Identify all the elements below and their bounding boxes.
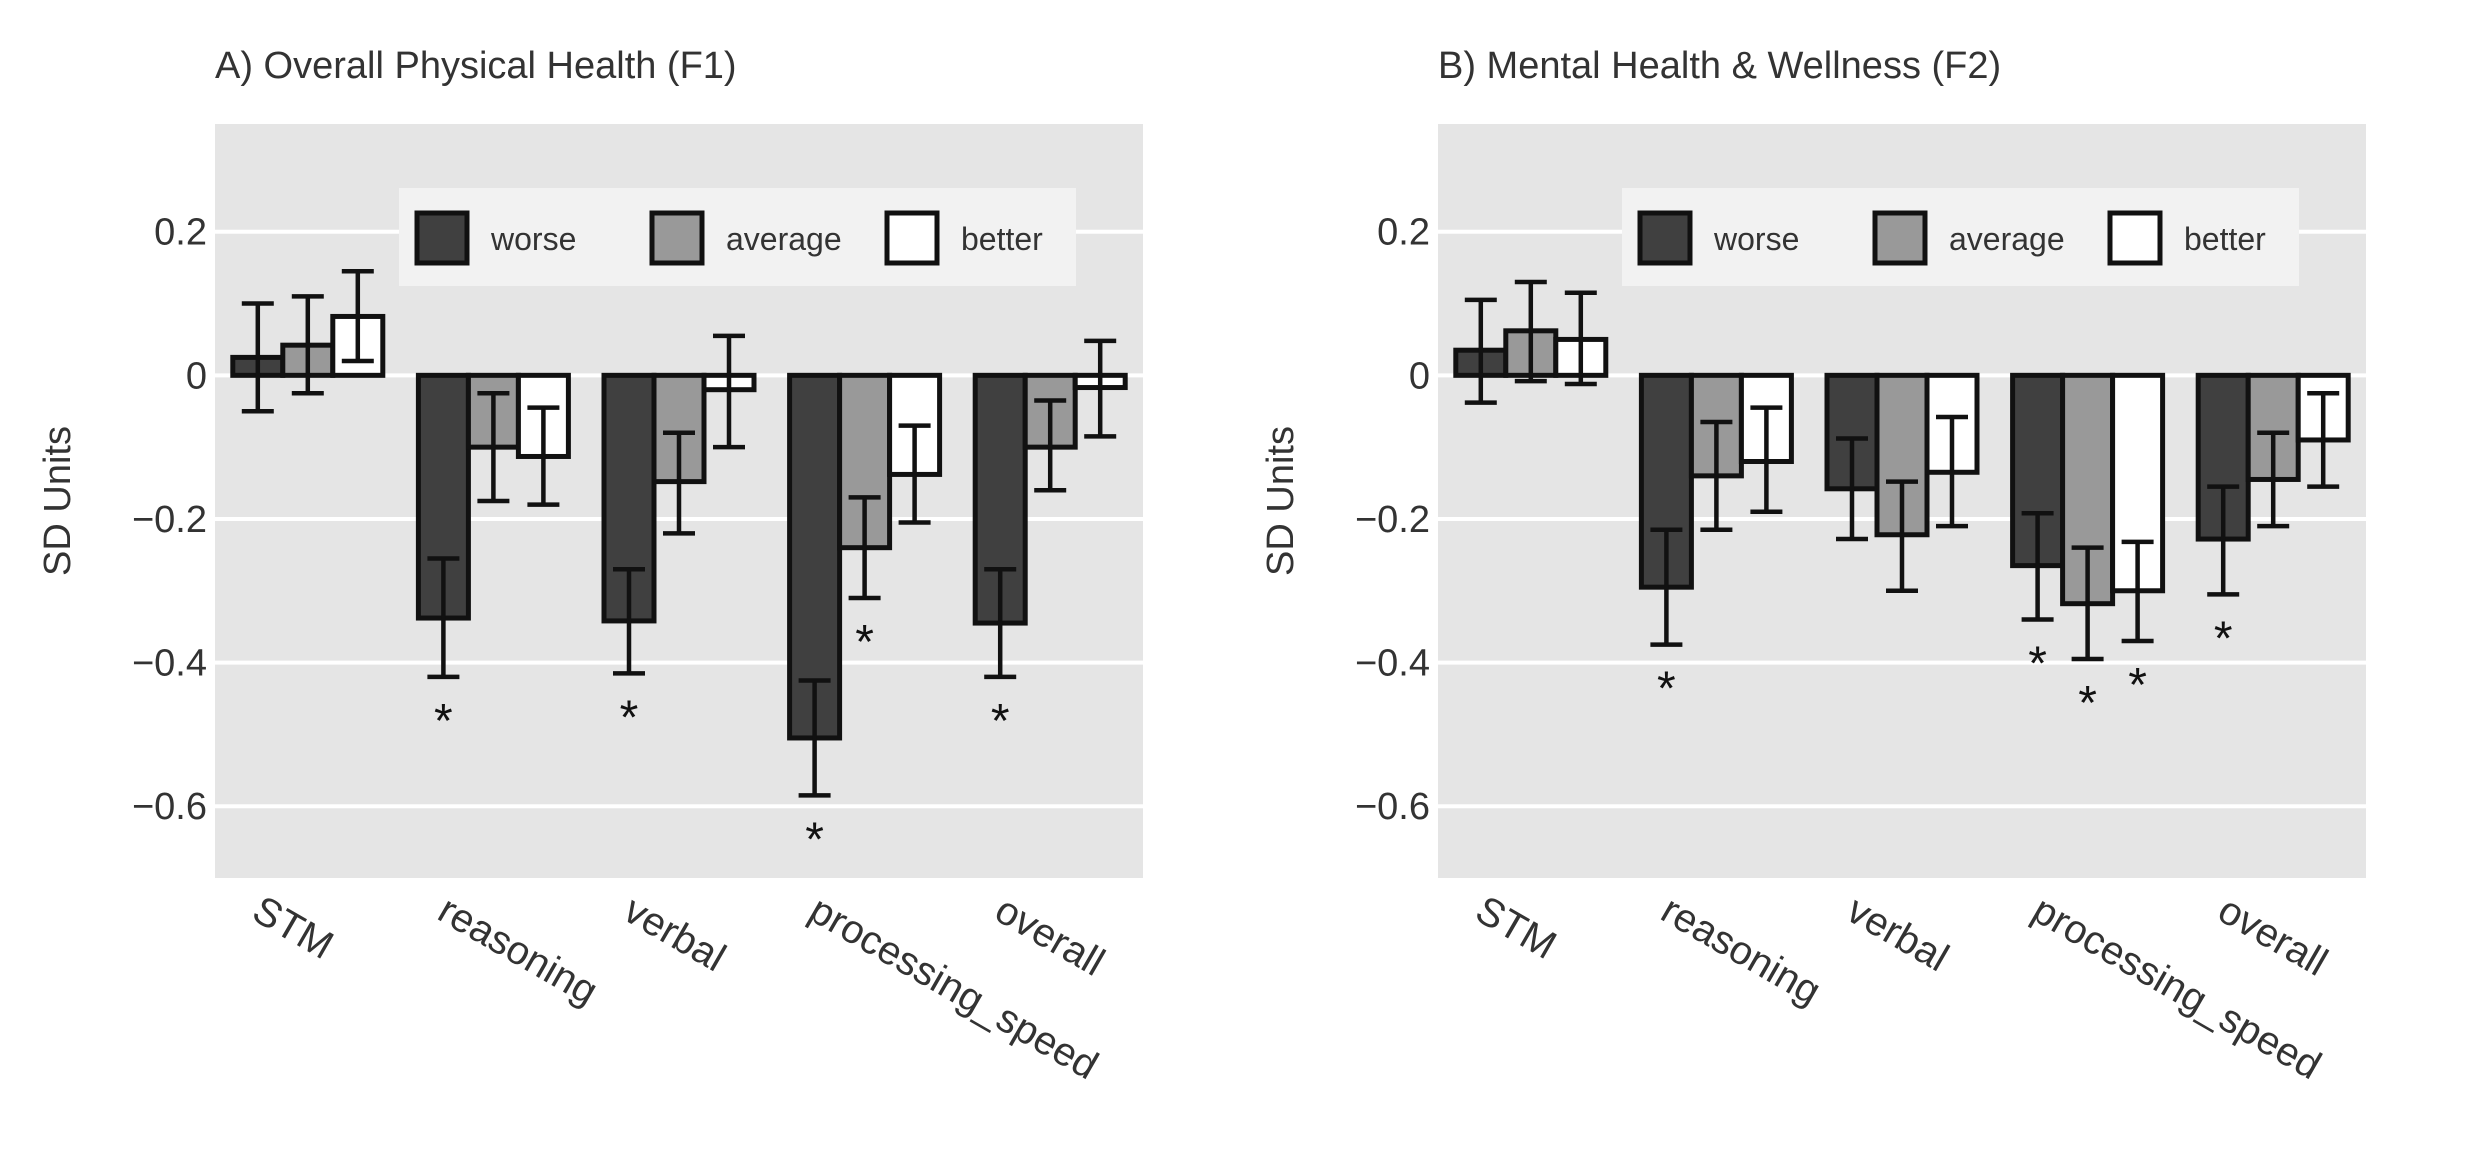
y-tick-label: 0 bbox=[1409, 355, 1430, 397]
legend: worse average better bbox=[399, 188, 1076, 286]
legend-label-worse: worse bbox=[1713, 221, 1799, 257]
x-tick-label-stm: STM bbox=[1468, 888, 1563, 968]
significance-star: * bbox=[620, 691, 639, 744]
panel-b: 0.2 0 −0.2 −0.4 −0.6 B) Mental Health & Welln… bbox=[1260, 45, 2366, 1088]
significance-star: * bbox=[2128, 659, 2147, 712]
y-tick-label: −0.2 bbox=[1355, 499, 1430, 541]
y-axis-label: SD Units bbox=[37, 426, 79, 576]
x-tick-label-overall: overall bbox=[2211, 888, 2335, 985]
chart-title: A) Overall Physical Health (F1) bbox=[215, 45, 737, 87]
x-tick-label-overall: overall bbox=[988, 888, 1112, 985]
bar-worse-reasoning bbox=[1638, 372, 1694, 590]
x-tick-label-reasoning: reasoning bbox=[431, 888, 605, 1014]
legend: worse average better bbox=[1622, 188, 2299, 286]
legend-background bbox=[1622, 188, 2299, 286]
chart-title: B) Mental Health & Wellness (F2) bbox=[1438, 45, 2001, 87]
x-tick-label-verbal: verbal bbox=[1840, 888, 1956, 981]
significance-star: * bbox=[855, 616, 874, 669]
significance-star: * bbox=[2078, 677, 2097, 730]
significance-star: * bbox=[805, 813, 824, 866]
significance-star: * bbox=[2028, 637, 2047, 690]
legend-swatch-worse bbox=[1637, 210, 1693, 266]
x-tick-label-verbal: verbal bbox=[617, 888, 733, 981]
y-tick-label: 0 bbox=[186, 355, 207, 397]
y-tick-label: −0.6 bbox=[1355, 786, 1430, 828]
legend-label-better: better bbox=[2184, 221, 2266, 257]
legend-swatch-average bbox=[1872, 210, 1928, 266]
bar-worse-processing-speed bbox=[787, 372, 843, 741]
legend-label-better: better bbox=[961, 221, 1043, 257]
x-tick-label-stm: STM bbox=[245, 888, 340, 968]
legend-swatch-worse bbox=[414, 210, 470, 266]
significance-star: * bbox=[991, 695, 1010, 748]
y-tick-label: −0.6 bbox=[132, 786, 207, 828]
y-axis-label: SD Units bbox=[1260, 426, 1302, 576]
legend-swatch-average bbox=[649, 210, 705, 266]
legend-label-worse: worse bbox=[490, 221, 576, 257]
legend-label-average: average bbox=[726, 221, 842, 257]
significance-star: * bbox=[434, 695, 453, 748]
x-tick-label-reasoning: reasoning bbox=[1654, 888, 1828, 1014]
legend-label-average: average bbox=[1949, 221, 2065, 257]
y-tick-label: −0.4 bbox=[1355, 643, 1430, 685]
significance-star: * bbox=[1657, 663, 1676, 716]
legend-swatch-better bbox=[2107, 210, 2163, 266]
legend-background bbox=[399, 188, 1076, 286]
y-tick-label: −0.4 bbox=[132, 643, 207, 685]
legend-swatch-better bbox=[884, 210, 940, 266]
y-tick-label: −0.2 bbox=[132, 499, 207, 541]
panel-a: 0.2 0 −0.2 −0.4 −0.6 A) Overall Physical Heal… bbox=[37, 45, 1143, 1088]
significance-star: * bbox=[2214, 612, 2233, 665]
y-tick-label: 0.2 bbox=[154, 212, 207, 254]
y-tick-label: 0.2 bbox=[1377, 212, 1430, 254]
